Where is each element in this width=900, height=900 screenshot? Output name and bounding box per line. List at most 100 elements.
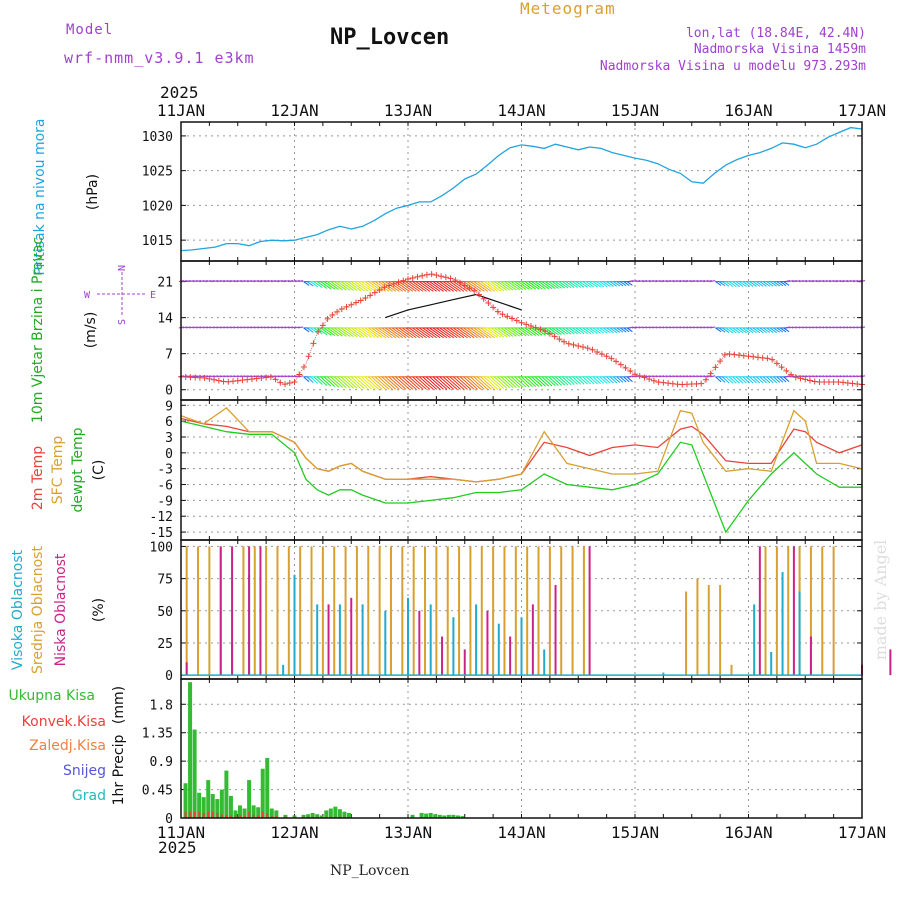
wind-barb — [631, 280, 637, 283]
wind-barb — [551, 327, 562, 335]
wind-speed-point — [239, 377, 246, 384]
wind-barb — [246, 375, 253, 378]
wind-speed-point — [234, 377, 241, 384]
wind-barb — [473, 376, 489, 390]
wind-barb — [264, 280, 270, 283]
wind-barb — [419, 281, 434, 292]
wind-barb — [350, 281, 365, 292]
y-tick-label: 25 — [157, 637, 173, 652]
wind-barb — [846, 326, 852, 329]
wind-barb — [756, 281, 764, 287]
wind-barb — [521, 376, 533, 388]
bottom-date-labels: 11JAN 12JAN 13JAN 14JAN 15JAN 16JAN 17JAN — [157, 823, 886, 842]
wind-barb — [391, 327, 407, 339]
wind-speed-point — [376, 286, 383, 293]
wind-barb — [648, 280, 655, 283]
wind-barb — [446, 376, 461, 390]
wind-barb — [236, 280, 243, 283]
wind-barb — [541, 376, 553, 387]
wind-barb — [350, 327, 365, 338]
wind-speed-point — [490, 304, 497, 311]
wind-speed-point — [338, 306, 345, 313]
y-tick-label: 0 — [165, 384, 173, 399]
wind-barb — [327, 376, 340, 388]
wind-barb — [517, 376, 530, 388]
wind-barb — [619, 281, 627, 287]
wind-barb — [745, 281, 754, 287]
cloud-series — [248, 572, 801, 676]
wind-barb — [769, 376, 777, 384]
precip-bar — [301, 814, 306, 818]
wind-barb — [504, 327, 517, 337]
wind-barb — [641, 280, 648, 283]
cloud-label-mid: Srednja Oblacnost — [30, 546, 46, 674]
wind-speed-point — [527, 322, 534, 329]
wind-barb — [436, 327, 451, 339]
conv-precip-bar — [257, 815, 260, 818]
wind-barb — [298, 326, 304, 329]
wind-speed-point — [613, 358, 620, 365]
legend-frz-rain: Zaledj.Kisa — [29, 738, 106, 754]
precip-bar — [219, 789, 224, 818]
wind-barb — [378, 327, 393, 339]
wind-barb — [623, 327, 630, 333]
y-tick-label: -6 — [157, 479, 173, 494]
precip-bar — [451, 814, 456, 818]
wind-barb — [585, 327, 595, 334]
wind-barb — [645, 375, 651, 378]
wind-speed-point — [736, 352, 743, 359]
precip-bar — [233, 810, 238, 818]
wind-barb — [582, 281, 592, 288]
wind-barb — [776, 376, 784, 383]
wind-barb — [274, 280, 280, 283]
conv-precip-bar — [243, 816, 246, 818]
wind-barb — [548, 376, 559, 386]
wind-barb — [686, 375, 692, 378]
wind-barb — [226, 375, 232, 378]
wind-barb — [405, 376, 421, 390]
wind-barb — [367, 376, 383, 390]
wind-barb — [548, 281, 559, 289]
wind-barb — [715, 376, 722, 383]
wind-barb — [212, 280, 219, 283]
wind-barb — [240, 280, 246, 283]
wind-barb — [199, 326, 205, 329]
wind-barb — [722, 327, 730, 333]
wind-barb — [310, 281, 319, 288]
temp-ylabel: 2m Temp SFC Temp dewpt Temp (C) — [30, 427, 107, 512]
wind-barb — [606, 281, 614, 287]
wind-barb — [628, 375, 634, 378]
wind-speed-point — [319, 322, 326, 329]
wind-barb — [609, 376, 618, 384]
wind-barb — [347, 281, 362, 292]
wind-speed-point — [291, 378, 298, 385]
wind-barb — [710, 375, 716, 378]
precip-frame — [180, 678, 863, 819]
wind-barb — [819, 326, 825, 329]
wind-barb — [320, 281, 332, 290]
compass-s: S — [117, 319, 128, 325]
wind-barb — [534, 281, 546, 290]
wind-barb — [616, 376, 624, 383]
wind-barb — [408, 281, 424, 292]
wind-speed-point — [707, 370, 714, 377]
wind-speed-point — [509, 315, 516, 322]
y-tick-label: 6 — [165, 415, 173, 430]
wind-speed-point — [499, 311, 506, 318]
wind-barb — [466, 327, 482, 339]
y-tick-label: 0 — [165, 447, 173, 462]
wind-compass: N W E S — [84, 265, 156, 325]
wind-barb — [281, 326, 287, 329]
precip-bar — [292, 815, 297, 818]
wind-barb — [822, 280, 828, 283]
y-tick-label: 0.45 — [142, 784, 173, 799]
wind-barb — [728, 327, 737, 334]
coords-text: lon,lat (18.84E, 42.4N) — [686, 26, 866, 41]
wind-barb — [504, 376, 517, 388]
wind-speed-point — [300, 363, 307, 370]
wind-barb — [599, 281, 608, 288]
wind-speed-point — [854, 381, 861, 388]
wind-speed-point — [480, 295, 487, 302]
wind-barb — [223, 375, 229, 378]
wind-barb — [819, 375, 825, 378]
